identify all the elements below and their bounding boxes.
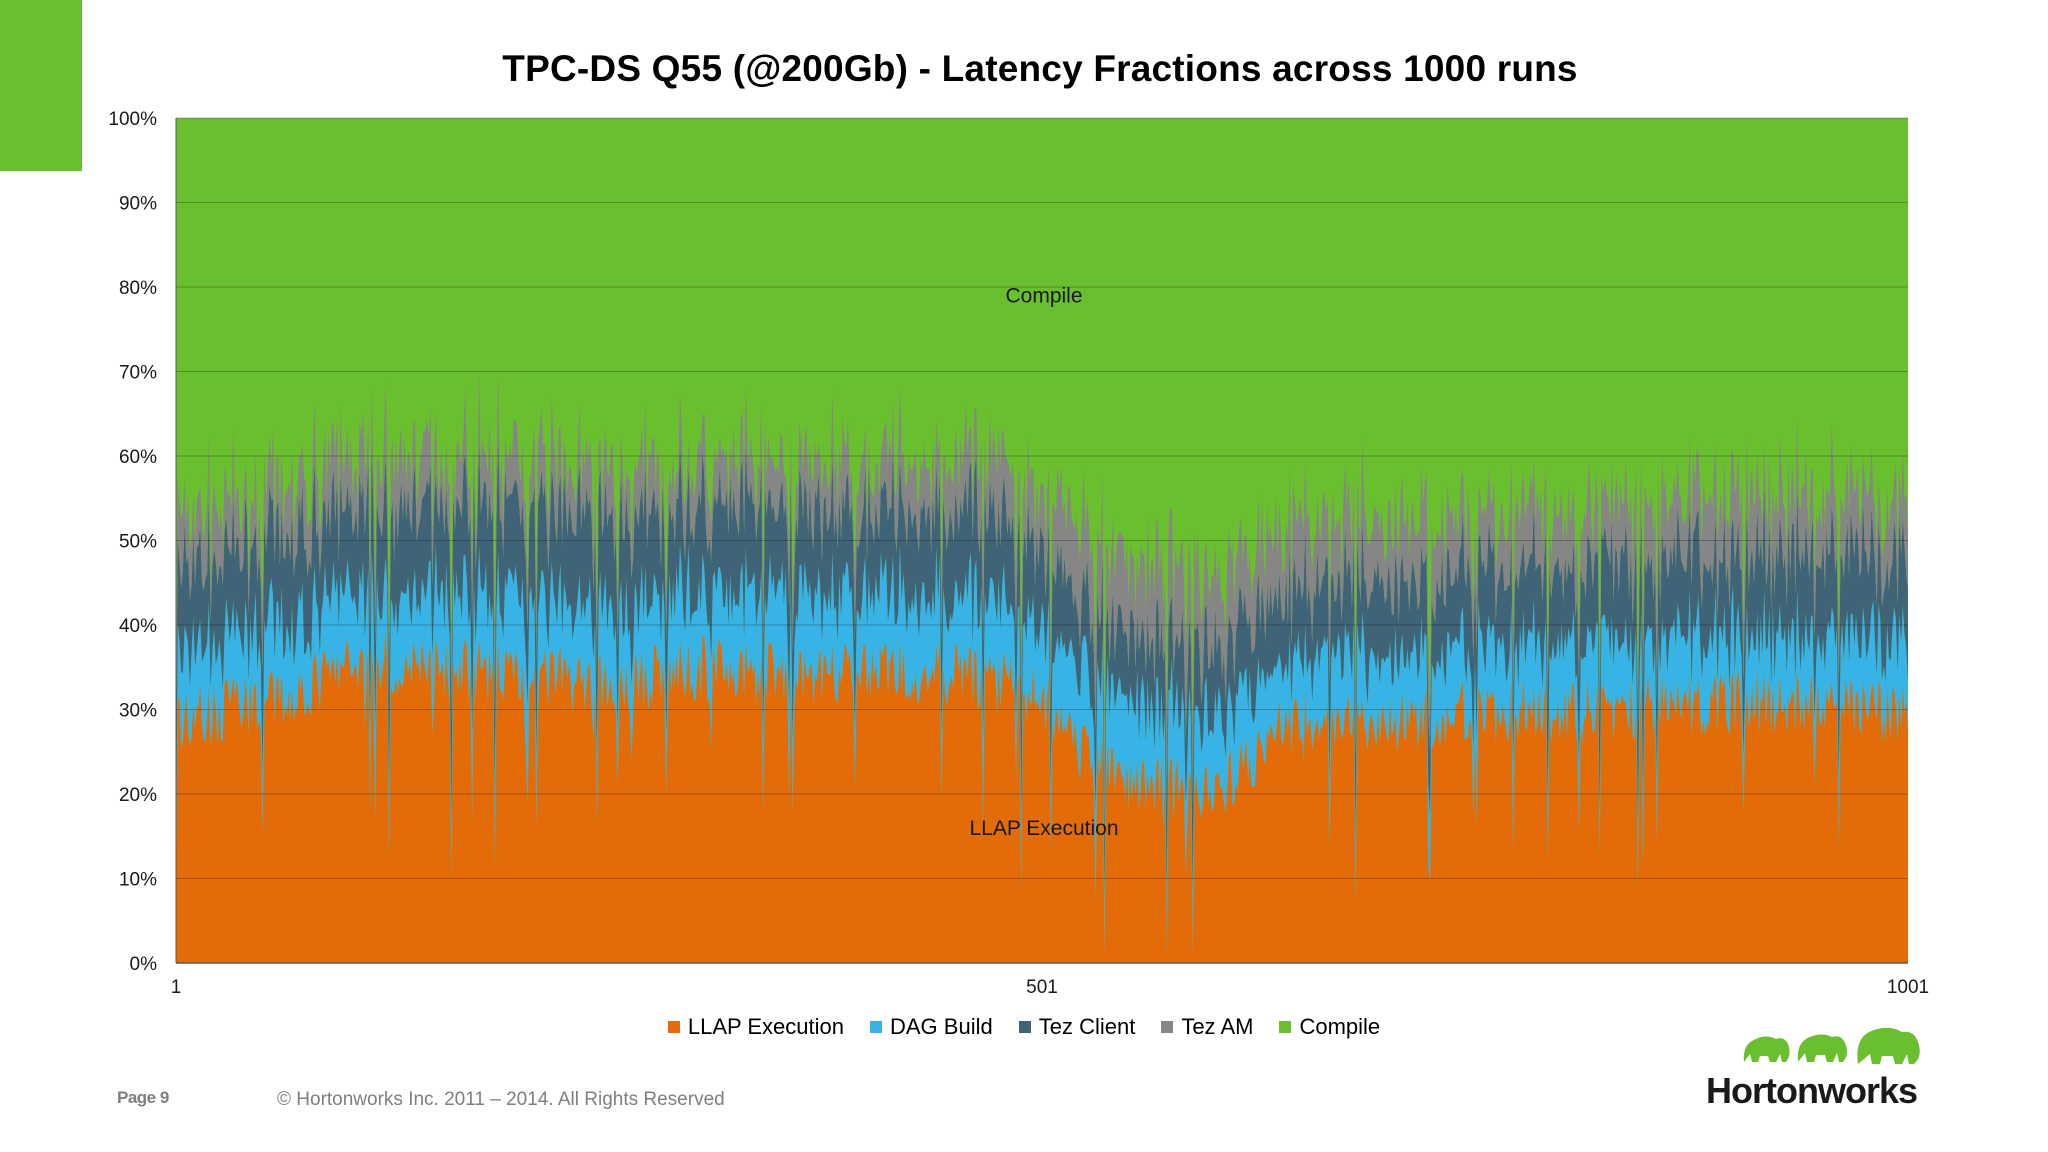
legend-label: Compile	[1299, 1014, 1381, 1039]
legend-label: Tez AM	[1181, 1014, 1254, 1039]
y-tick-label: 0%	[130, 954, 158, 975]
elephants-logo-icon	[1743, 1027, 1920, 1064]
corner-accent-block	[0, 0, 82, 171]
legend-label: DAG Build	[890, 1014, 993, 1039]
chart-legend: LLAP Execution DAG Build Tez Client Tez AM C…	[0, 1014, 2048, 1040]
hortonworks-logo: Hortonworks	[1706, 1022, 1936, 1112]
y-tick-label: 80%	[119, 278, 157, 299]
x-tick-label: 1001	[1887, 977, 1929, 998]
chart-annotation: Compile	[1005, 284, 1082, 307]
legend-label: Tez Client	[1038, 1014, 1136, 1039]
logo-wordmark: Hortonworks	[1706, 1070, 1918, 1111]
y-tick-label: 30%	[119, 701, 157, 722]
series-area-llap-execution	[176, 630, 1908, 963]
legend-swatch	[667, 1021, 680, 1033]
y-tick-label: 70%	[119, 363, 157, 384]
chart-annotation: LLAP Execution	[969, 817, 1118, 840]
series-area-tez-am	[176, 370, 1908, 848]
legend-swatch	[1279, 1021, 1292, 1033]
legend-item-dag-build: DAG Build	[870, 1014, 993, 1040]
legend-item-tez-am: Tez AM	[1161, 1014, 1253, 1040]
y-tick-label: 40%	[119, 616, 157, 637]
legend-label: LLAP Execution	[687, 1014, 844, 1039]
y-tick-label: 20%	[119, 785, 157, 806]
series-area-tez-client	[176, 439, 1908, 897]
legend-swatch	[1018, 1021, 1031, 1033]
legend-swatch	[1161, 1021, 1174, 1033]
legend-item-compile: Compile	[1279, 1014, 1380, 1040]
series-area-dag-build	[176, 542, 1908, 959]
legend-item-llap-execution: LLAP Execution	[667, 1014, 844, 1040]
y-tick-label: 60%	[119, 447, 157, 468]
y-tick-label: 90%	[119, 194, 157, 215]
page-number: Page 9	[117, 1088, 169, 1107]
y-tick-label: 100%	[108, 109, 157, 130]
x-tick-label: 1	[171, 977, 182, 998]
legend-item-tez-client: Tez Client	[1018, 1014, 1136, 1040]
copyright-text: © Hortonworks Inc. 2011 – 2014. All Righ…	[277, 1089, 725, 1110]
y-tick-label: 10%	[119, 870, 157, 891]
chart-title: TPC-DS Q55 (@200Gb) - Latency Fractions …	[502, 48, 1578, 89]
legend-swatch	[870, 1021, 882, 1033]
y-tick-label: 50%	[119, 532, 157, 553]
x-tick-label: 501	[1026, 977, 1058, 998]
